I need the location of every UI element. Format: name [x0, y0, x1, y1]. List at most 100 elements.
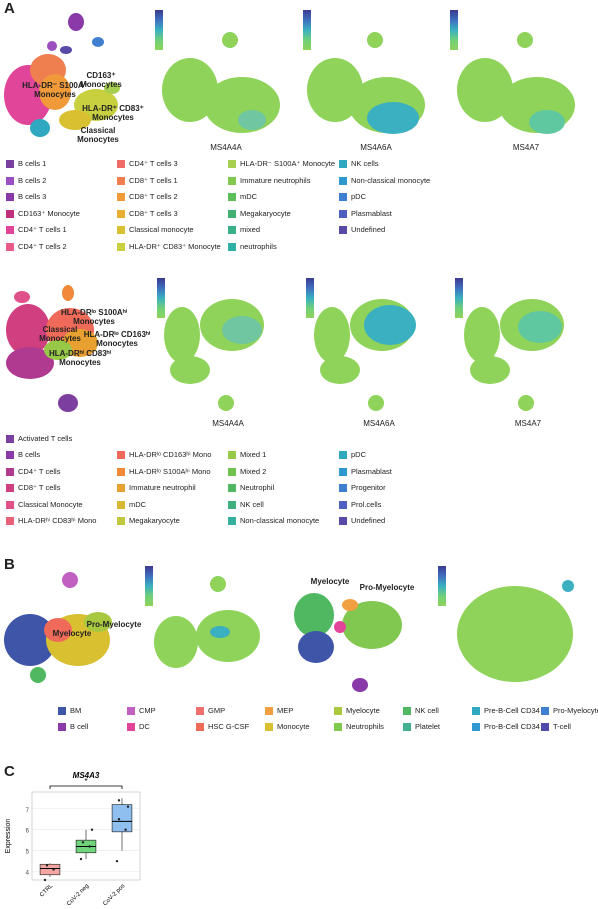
legend-a1-label: B cells 3 — [18, 192, 47, 202]
legend-a1-label: CD4⁺ T cells 2 — [18, 242, 67, 251]
legend-a2-item: Mixed 1 — [228, 450, 266, 460]
legend-a1-label: CD163⁺ Monocyte — [18, 208, 80, 218]
legend-b-swatch — [265, 723, 273, 732]
data-point — [117, 799, 121, 802]
legend-a1-label: NK cells — [351, 159, 379, 168]
umap-feature-a1-ms4a6a — [307, 32, 425, 134]
legend-a2-label: B cells — [18, 450, 41, 459]
legend-a2-item: Progenitor — [339, 483, 386, 493]
legend-a1-label: pDC — [351, 192, 367, 202]
legend-a2-swatch — [339, 451, 347, 460]
legend-a1-item: B cells 2 — [6, 176, 46, 186]
legend-a1-label: B cells 2 — [18, 175, 47, 185]
legend-b-swatch — [334, 723, 342, 732]
legend-a1-item: HLA-DR⁻ S100A⁺ Monocyte — [228, 159, 335, 169]
legend-b-swatch — [127, 723, 135, 732]
umap-feature-b1 — [154, 576, 260, 668]
legend-a2-label: CD8⁺ T cells — [18, 483, 61, 493]
legend-a2-label: Mixed 2 — [240, 466, 267, 476]
data-point — [52, 868, 55, 871]
panel-label-c: C — [4, 763, 15, 780]
legend-a1-swatch — [6, 243, 14, 252]
legend-a2-swatch — [228, 517, 236, 526]
legend-a1-label: B cells 1 — [18, 159, 47, 168]
legend-a1-item: Undefined — [339, 225, 385, 235]
legend-a2-swatch — [117, 500, 125, 509]
legend-a2-item: Prol.cells — [339, 500, 381, 510]
umap-clusters-a2 — [6, 285, 98, 412]
umap-feature-a1-ms4a4a — [162, 32, 280, 133]
legend-a1-label: neutrophils — [240, 242, 277, 251]
colorbar-a2-2 — [306, 278, 314, 318]
legend-a2-item: Neutrophil — [228, 483, 274, 493]
y-tick-label: 5 — [26, 850, 30, 856]
legend-b-swatch — [541, 723, 549, 732]
legend-a1-item: pDC — [339, 192, 366, 202]
umap-feature-b2 — [457, 580, 574, 682]
legend-a1-item: CD4⁺ T cells 3 — [117, 159, 178, 169]
legend-b-item: NK cell — [403, 706, 439, 716]
legend-a2-item: mDC — [117, 500, 146, 510]
legend-b-label: Platelet — [415, 722, 441, 731]
umap-feature-a2-ms4a6a — [314, 299, 416, 411]
legend-b-label: HSC G-CSF — [208, 722, 250, 731]
legend-a1-item: HLA-DR⁺ CD83⁺ Monocyte — [117, 242, 221, 252]
legend-a2-label: Activated T cells — [18, 434, 73, 443]
legend-b-label: NK cell — [415, 706, 439, 715]
legend-b-label: Myelocyte — [346, 706, 380, 715]
gene-title-a2-1: MS4A4A — [212, 419, 244, 428]
legend-a2-label: Neutrophil — [240, 483, 275, 493]
legend-b-swatch — [472, 723, 480, 732]
umap-feature-a1-ms4a7 — [457, 32, 575, 134]
legend-a2-item: Megakaryocyte — [117, 516, 180, 526]
data-point — [88, 845, 91, 848]
legend-a2-label: mDC — [129, 499, 147, 509]
umap-feature-a2-ms4a7 — [464, 299, 564, 411]
legend-a1-label: mixed — [240, 225, 261, 235]
legend-a1-label: mDC — [240, 192, 258, 202]
legend-a2-item: HLA-DRˡᵒ S100Aʰⁱ Mono — [117, 467, 211, 477]
legend-a2-label: Immature neutrophil — [129, 483, 196, 493]
legend-b-item: Monocyte — [265, 722, 310, 732]
legend-a2-item: CD8⁺ T cells — [6, 483, 60, 493]
legend-a1-item: Non-classical monocyte — [339, 176, 430, 186]
legend-b-item: BM — [58, 706, 81, 716]
legend-a1-swatch — [339, 193, 347, 202]
panel-label-a: A — [4, 0, 15, 17]
legend-b-swatch — [196, 723, 204, 732]
legend-a1-label: CD8⁺ T cells 1 — [129, 175, 178, 185]
legend-a2-item: B cells — [6, 450, 40, 460]
legend-b-swatch — [541, 707, 549, 716]
legend-b-item: T-cell — [541, 722, 571, 732]
annotation-hladr-cd83-monocytes: HLA-DR⁺ CD83⁺ Monocytes — [82, 104, 144, 122]
legend-b-swatch — [472, 707, 480, 716]
legend-a2-label: CD4⁺ T cells — [18, 466, 61, 476]
colorbar-a1-1 — [155, 10, 163, 50]
legend-b-label: Monocyte — [277, 722, 310, 731]
annotation-hladrhi-cd83hi-monocytes: HLA-DRʰⁱ CD83ʰⁱ Monocytes — [48, 349, 112, 367]
legend-b-label: T-cell — [553, 722, 571, 731]
legend-a1-swatch — [6, 226, 14, 235]
legend-a1-swatch — [228, 176, 236, 185]
legend-a1-swatch — [228, 209, 236, 218]
annotation-classical-monocytes: Classical Monocytes — [77, 126, 119, 144]
annotation-pro-myelocyte-b1: Pro-Myelocyte — [86, 620, 142, 629]
legend-a1-swatch — [228, 193, 236, 202]
legend-a1-swatch — [117, 243, 125, 252]
legend-b-label: Pro-Myelocyte — [553, 706, 598, 715]
legend-b-item: CMP — [127, 706, 156, 716]
annotation-myelocyte-b1: Myelocyte — [52, 629, 92, 638]
legend-a1-swatch — [339, 226, 347, 235]
y-tick-label: 4 — [26, 871, 30, 877]
legend-a1-item: CD163⁺ Monocyte — [6, 209, 80, 219]
legend-a2-item: CD4⁺ T cells — [6, 467, 60, 477]
y-tick-label: 7 — [26, 808, 30, 814]
legend-a2-swatch — [228, 467, 236, 476]
legend-a1-swatch — [117, 176, 125, 185]
legend-a2-swatch — [339, 484, 347, 493]
legend-a1-swatch — [117, 226, 125, 235]
legend-a2-swatch — [6, 451, 14, 460]
legend-a2-label: Undefined — [351, 516, 386, 526]
annotation-hladrlo-cd163hi-monocytes: HLA-DRˡᵒ CD163ʰⁱ Monocytes — [83, 330, 151, 348]
legend-b-item: Pro-Myelocyte — [541, 706, 598, 716]
